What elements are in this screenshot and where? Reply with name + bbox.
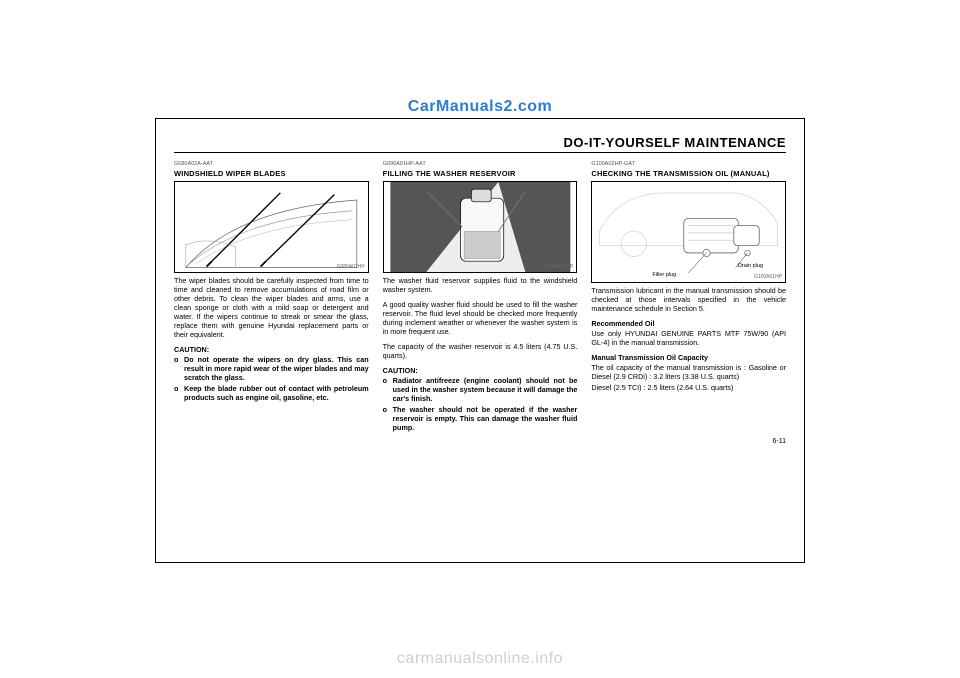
column-1: G080A02A-AAT WINDSHIELD WIPER BLADES [174,161,369,434]
reservoir-svg [384,182,577,272]
body-text: The capacity of the washer reservoir is … [383,342,578,360]
caution-text: Radiator antifreeze (engine coolant) sho… [393,376,578,403]
illustration-code: G100A01HP [754,274,782,280]
bullet-icon: o [174,355,184,382]
body-text: The wiper blades should be carefully ins… [174,276,369,339]
label-filler-plug: Filler plug [652,272,676,279]
column-3: G100A02HP-GAT CHECKING THE TRANSMISSION … [591,161,786,434]
illustration-washer-reservoir: G090A01HP [383,181,578,273]
caution-item: oRadiator antifreeze (engine coolant) sh… [383,376,578,403]
bullet-icon: o [383,405,393,432]
section-code: G090A01HP-AAT [383,161,578,168]
caution-item: oKeep the blade rubber out of contact wi… [174,384,369,402]
caution-list: oDo not operate the wipers on dry glass.… [174,355,369,402]
bullet-icon: o [174,384,184,402]
body-text: A good quality washer fluid should be us… [383,300,578,336]
caution-text: Do not operate the wipers on dry glass. … [184,355,369,382]
illustration-code: G080A01HP [337,264,365,270]
caution-item: oDo not operate the wipers on dry glass.… [174,355,369,382]
caution-heading: CAUTION: [383,366,578,375]
caution-item: oThe washer should not be operated if th… [383,405,578,432]
caution-text: The washer should not be operated if the… [393,405,578,432]
section-code: G080A02A-AAT [174,161,369,168]
page-number: 6-11 [174,438,786,445]
column-2: G090A01HP-AAT FILLING THE WASHER RESERVO… [383,161,578,434]
body-text: Transmission lubricant in the manual tra… [591,286,786,313]
illustration-wiper-blades: G080A01HP [174,181,369,273]
bullet-icon: o [383,376,393,403]
columns: G080A02A-AAT WINDSHIELD WIPER BLADES [174,161,786,434]
watermark-bottom: carmanualsonline.info [397,650,563,668]
body-text: The washer fluid reservoir supplies flui… [383,276,578,294]
section-code: G100A02HP-GAT [591,161,786,168]
caution-list: oRadiator antifreeze (engine coolant) sh… [383,376,578,432]
page-title: DO-IT-YOURSELF MAINTENANCE [174,135,786,150]
manual-page: DO-IT-YOURSELF MAINTENANCE G080A02A-AAT … [155,118,805,563]
illustration-code: G090A01HP [545,264,573,270]
section-heading: FILLING THE WASHER RESERVOIR [383,169,578,178]
body-text: Use only HYUNDAI GENUINE PARTS MTF 75W/9… [591,329,786,347]
watermark-top: CarManuals2.com [408,98,552,116]
sub-heading: Recommended Oil [591,319,786,328]
title-divider [174,152,786,153]
body-text: The oil capacity of the manual transmiss… [591,363,786,381]
caution-text: Keep the blade rubber out of contact wit… [184,384,369,402]
section-heading: WINDSHIELD WIPER BLADES [174,169,369,178]
caution-heading: CAUTION: [174,345,369,354]
wiper-svg [175,182,368,272]
label-drain-plug: Drain plug [738,263,763,270]
illustration-transmission: Drain plug Filler plug G100A01HP [591,181,786,283]
body-text: Diesel (2.5 TCI) : 2.5 liters (2.64 U.S.… [591,383,786,392]
section-heading: CHECKING THE TRANSMISSION OIL (MANUAL) [591,169,786,178]
page-outer: CarManuals2.com DO-IT-YOURSELF MAINTENAN… [0,0,960,678]
sub-heading: Manual Transmission Oil Capacity [591,353,786,362]
